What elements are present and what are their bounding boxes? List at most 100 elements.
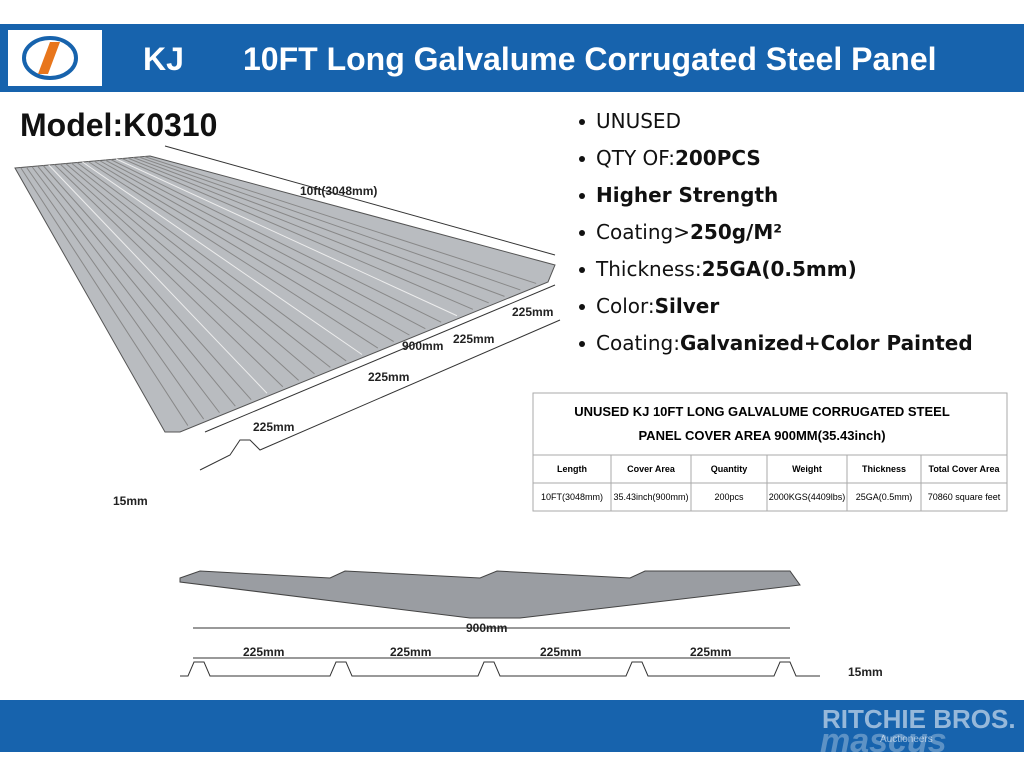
table-title: UNUSED KJ 10FT LONG GALVALUME CORRUGATED… <box>574 404 950 419</box>
panel-rib <box>20 167 189 426</box>
table-value: 25GA(0.5mm) <box>856 492 913 502</box>
watermark-site: mascus <box>820 722 947 760</box>
bullet <box>579 156 585 162</box>
dimension-label: 900mm <box>466 621 507 635</box>
logo-ring <box>22 36 78 80</box>
feature: Color:Silver <box>596 294 719 318</box>
panel-rib <box>42 165 252 401</box>
panel-rib <box>127 157 489 304</box>
table-value: 200pcs <box>714 492 744 502</box>
feature-value: 25GA(0.5mm) <box>702 257 857 281</box>
dimension-label: 10ft(3048mm) <box>300 184 377 198</box>
table-cell <box>846 454 922 484</box>
table-cell <box>690 482 768 512</box>
table-cell <box>690 454 768 484</box>
panel-rib <box>59 163 300 381</box>
feature-list: UNUSED QTY OF:200PCS Higher Strength Coatin… <box>579 109 973 355</box>
feature-label: Coating> <box>596 220 690 244</box>
table-title: PANEL COVER AREA 900MM(35.43inch) <box>638 428 885 443</box>
dimension-label: 225mm <box>540 645 581 659</box>
table-value: 70860 square feet <box>928 492 1001 502</box>
dimension-label: 225mm <box>368 370 409 384</box>
feature-value: Silver <box>655 294 720 318</box>
bullet <box>579 193 585 199</box>
panel-rib <box>25 166 205 420</box>
feature-label: Thickness: <box>595 257 702 281</box>
bullet <box>579 341 585 347</box>
panel-rib <box>54 164 284 388</box>
profile-drawing <box>179 570 820 677</box>
panel-rib <box>138 156 521 291</box>
watermark: RITCHIE BROS. <box>822 704 1016 734</box>
bullet <box>579 267 585 273</box>
dimension-label: 225mm <box>453 332 494 346</box>
panel-rib <box>70 162 331 368</box>
dimension-label: 225mm <box>512 305 553 319</box>
table-cell <box>532 482 612 512</box>
dimension-label: 15mm <box>113 494 148 508</box>
feature-label: Color: <box>596 294 655 318</box>
panel-rib <box>48 164 268 394</box>
feature: Higher Strength <box>596 183 778 207</box>
dimension-line <box>204 284 556 433</box>
panel-rib <box>65 163 315 375</box>
table-cell <box>610 482 692 512</box>
feature: UNUSED <box>596 109 681 133</box>
table-cell <box>920 454 1008 484</box>
spec-table: UNUSED KJ 10FT LONG GALVALUME CORRUGATED… <box>532 392 1008 512</box>
panel-rib <box>132 157 505 297</box>
dimension-label: 225mm <box>390 645 431 659</box>
model: Model:K0310 <box>20 107 217 143</box>
bullet <box>579 230 585 236</box>
panel-rib <box>82 161 363 355</box>
panel-rib <box>144 156 537 284</box>
feature-value: Higher Strength <box>596 183 778 207</box>
feature-value: Galvanized+Color Painted <box>680 331 973 355</box>
panel-rib <box>31 166 220 413</box>
dimension-label: 225mm <box>243 645 284 659</box>
feature: Coating:Galvanized+Color Painted <box>596 331 973 355</box>
panel-rib <box>87 161 379 349</box>
table-header: Length <box>557 464 587 474</box>
panel-rib <box>110 159 442 323</box>
table-header: Thickness <box>862 464 906 474</box>
bullet <box>579 119 585 125</box>
panel-rib <box>99 160 410 336</box>
profile-line <box>180 661 820 677</box>
logo-mark <box>38 42 60 74</box>
feature-value: 250g/M² <box>690 220 782 244</box>
panel-rib <box>116 158 458 317</box>
watermark-sub: Auctioneers <box>880 734 933 745</box>
panel-rib <box>76 162 347 362</box>
header-title: 10FT Long Galvalume Corrugated Steel Pan… <box>243 41 937 77</box>
dimension-label: 225mm <box>253 420 294 434</box>
feature-label: UNUSED <box>596 109 681 133</box>
panel-rib <box>93 160 394 343</box>
feature: Thickness:25GA(0.5mm) <box>595 257 857 281</box>
profile-body <box>179 570 801 619</box>
footer-bar <box>0 700 1024 752</box>
table-value: 10FT(3048mm) <box>541 492 603 502</box>
profile-line <box>199 319 561 471</box>
dimension-label: 225mm <box>690 645 731 659</box>
feature: Coating>250g/M² <box>596 220 782 244</box>
table-cell <box>610 454 692 484</box>
table-header: Weight <box>792 464 822 474</box>
table-header: Quantity <box>711 464 748 474</box>
bullet <box>579 304 585 310</box>
panel-rib <box>104 159 426 330</box>
feature: QTY OF:200PCS <box>596 146 761 170</box>
dimension-label: 15mm <box>848 665 883 679</box>
table-value: 35.43inch(900mm) <box>613 492 688 502</box>
dimension-label: 900mm <box>402 339 443 353</box>
table-value: 2000KGS(4409lbs) <box>769 492 846 502</box>
brand: KJ <box>143 41 184 77</box>
panel-rib <box>37 165 236 407</box>
table-header: Cover Area <box>627 464 676 474</box>
table-cell <box>920 482 1008 512</box>
feature-label: QTY OF: <box>596 146 675 170</box>
feature-label: Coating: <box>596 331 680 355</box>
panel-rib <box>121 158 474 310</box>
table-cell <box>846 482 922 512</box>
panel-drawing <box>14 145 561 471</box>
